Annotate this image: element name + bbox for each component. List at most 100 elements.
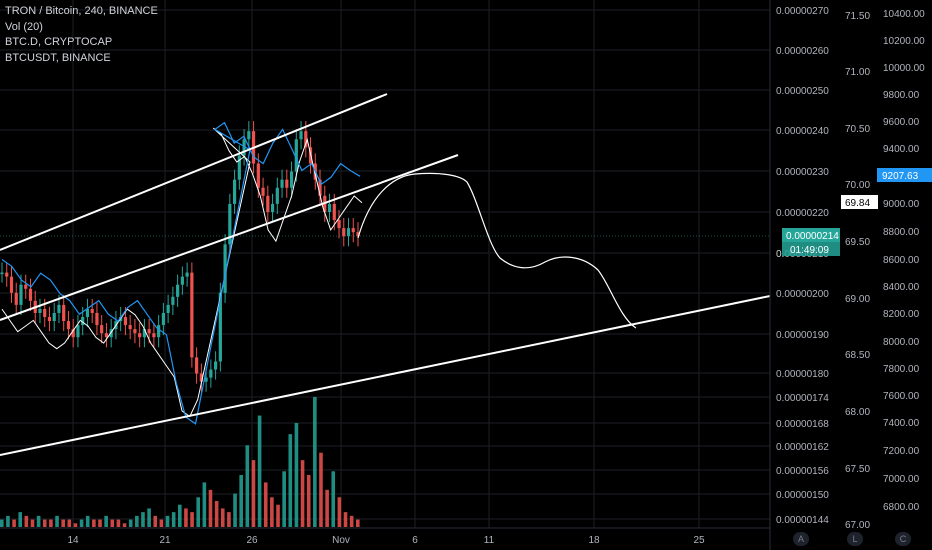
price-tick-label: 0.00000200 [776,289,829,300]
volume-bar [184,508,188,527]
auto-scale-button[interactable]: A [793,532,809,546]
volume-bar [153,515,158,527]
volume-bar [257,415,262,527]
volume-bar [61,519,65,527]
candle-body [52,312,56,322]
legend-volume[interactable]: Vol (20) [5,20,43,33]
price-candles [0,121,360,392]
volume-bar [12,519,16,527]
volume-bar [135,515,139,527]
channel-middle-line[interactable] [0,154,459,321]
candle-body [133,329,137,334]
candle-body [266,195,270,212]
volume-bar [276,504,280,527]
btcusdt-tick-label: 9400.00 [883,144,920,155]
btcusdt-series-line [1,121,361,425]
volume-bar [128,519,133,527]
candle-body [209,369,213,378]
candle-body [66,321,71,330]
candle-body [100,325,104,334]
volume-bar [331,471,336,527]
btcd-last-badge-text: 69.84 [845,198,870,209]
volume-bar [85,515,90,527]
candle-body [62,304,66,322]
time-tick-label: 21 [159,535,171,546]
channel-upper-line[interactable] [0,93,388,251]
price-tick-label: 0.00000174 [776,393,829,404]
volume-bar [36,515,41,527]
btcusdt-tick-label: 10200.00 [883,36,925,47]
btcusdt-tick-label: 7200.00 [883,446,920,457]
countdown-badge-text: 01:49:09 [790,245,829,256]
volume-bar [196,497,201,527]
btcusdt-tick-label: 9000.00 [883,199,920,210]
countdown-badge [782,242,840,256]
compare-button[interactable]: C [895,532,911,546]
price-tick-label: 0.00000180 [776,369,829,380]
last-price-badge-text: 0.00000214 [786,231,839,242]
candle-body [304,131,308,148]
volume-bar [245,445,250,527]
support-trendline[interactable] [0,295,771,456]
btcusdt-last-badge-text: 9207.63 [882,171,919,182]
volume-bar [214,501,219,527]
btcusdt-axis[interactable]: 10400.00 10200.00 10000.00 9800.00 9600.00 94… [883,9,925,513]
candle-body [185,272,189,277]
volume-bar [306,475,311,527]
candle-body [9,276,14,293]
candle-body [57,304,61,313]
volume-bar [147,508,151,527]
btcusdt-tick-label: 7000.00 [883,474,920,485]
legend-symbol[interactable]: TRON / Bitcoin, 240, BINANCE [5,5,158,17]
btcd-tick-label: 67.50 [845,464,870,475]
trendline-drawings[interactable] [0,93,771,456]
candle-body [138,333,142,338]
candle-body [356,232,360,237]
btcd-last-badge [841,195,878,209]
volume-bar [98,519,102,527]
candle-body [142,329,146,338]
candle-body [289,171,294,188]
price-tick-label: 0.00000144 [776,515,829,526]
candle-body [43,308,47,318]
time-tick-label: Nov [332,535,350,546]
btcd-tick-label: 71.00 [845,67,870,78]
candle-body [180,276,184,285]
legend-btcusdt[interactable]: BTCUSDT, BINANCE [5,51,111,64]
volume-bar [55,515,59,527]
volume-bar [263,482,268,527]
price-axis[interactable]: 0.00000270 0.00000260 0.00000250 0.00000240… [776,6,829,526]
time-tick-label: 26 [246,535,258,546]
candle-body [285,179,289,188]
candle-body [76,325,80,338]
legend-btcd[interactable]: BTC.D, CRYPTOCAP [5,36,113,48]
time-tick-label: 6 [412,535,418,546]
btcd-tick-label: 70.50 [845,124,870,135]
candle-body [218,292,222,362]
btcusdt-tick-label: 8400.00 [883,282,920,293]
candle-body [47,317,52,322]
volume-bar [79,519,84,527]
candle-body [123,317,128,326]
candle-body [0,272,4,275]
btcd-axis[interactable]: 71.50 71.00 70.50 70.00 69.50 69.00 68.50 68.00… [845,11,870,531]
candle-body [204,377,208,382]
time-axis[interactable]: 14 21 26 Nov 6 11 18 25 [0,527,770,546]
volume-bar [356,519,360,527]
candle-body [261,187,265,196]
btcusdt-tick-label: 8000.00 [883,337,920,348]
price-tick-label: 0.00000240 [776,126,829,137]
candle-body [28,288,33,301]
candle-body [346,228,351,237]
log-scale-button[interactable]: L [847,532,863,546]
projection-path[interactable] [357,172,637,329]
btcusdt-tick-label: 8200.00 [883,309,920,320]
grid-lines [0,0,770,528]
btcd-tick-label: 68.50 [845,350,870,361]
btcusdt-tick-label: 7800.00 [883,364,920,375]
volume-bar [220,508,225,527]
time-tick-label: 14 [67,535,79,546]
price-tick-label: 0.00000190 [776,330,829,341]
time-tick-label: 25 [693,535,705,546]
